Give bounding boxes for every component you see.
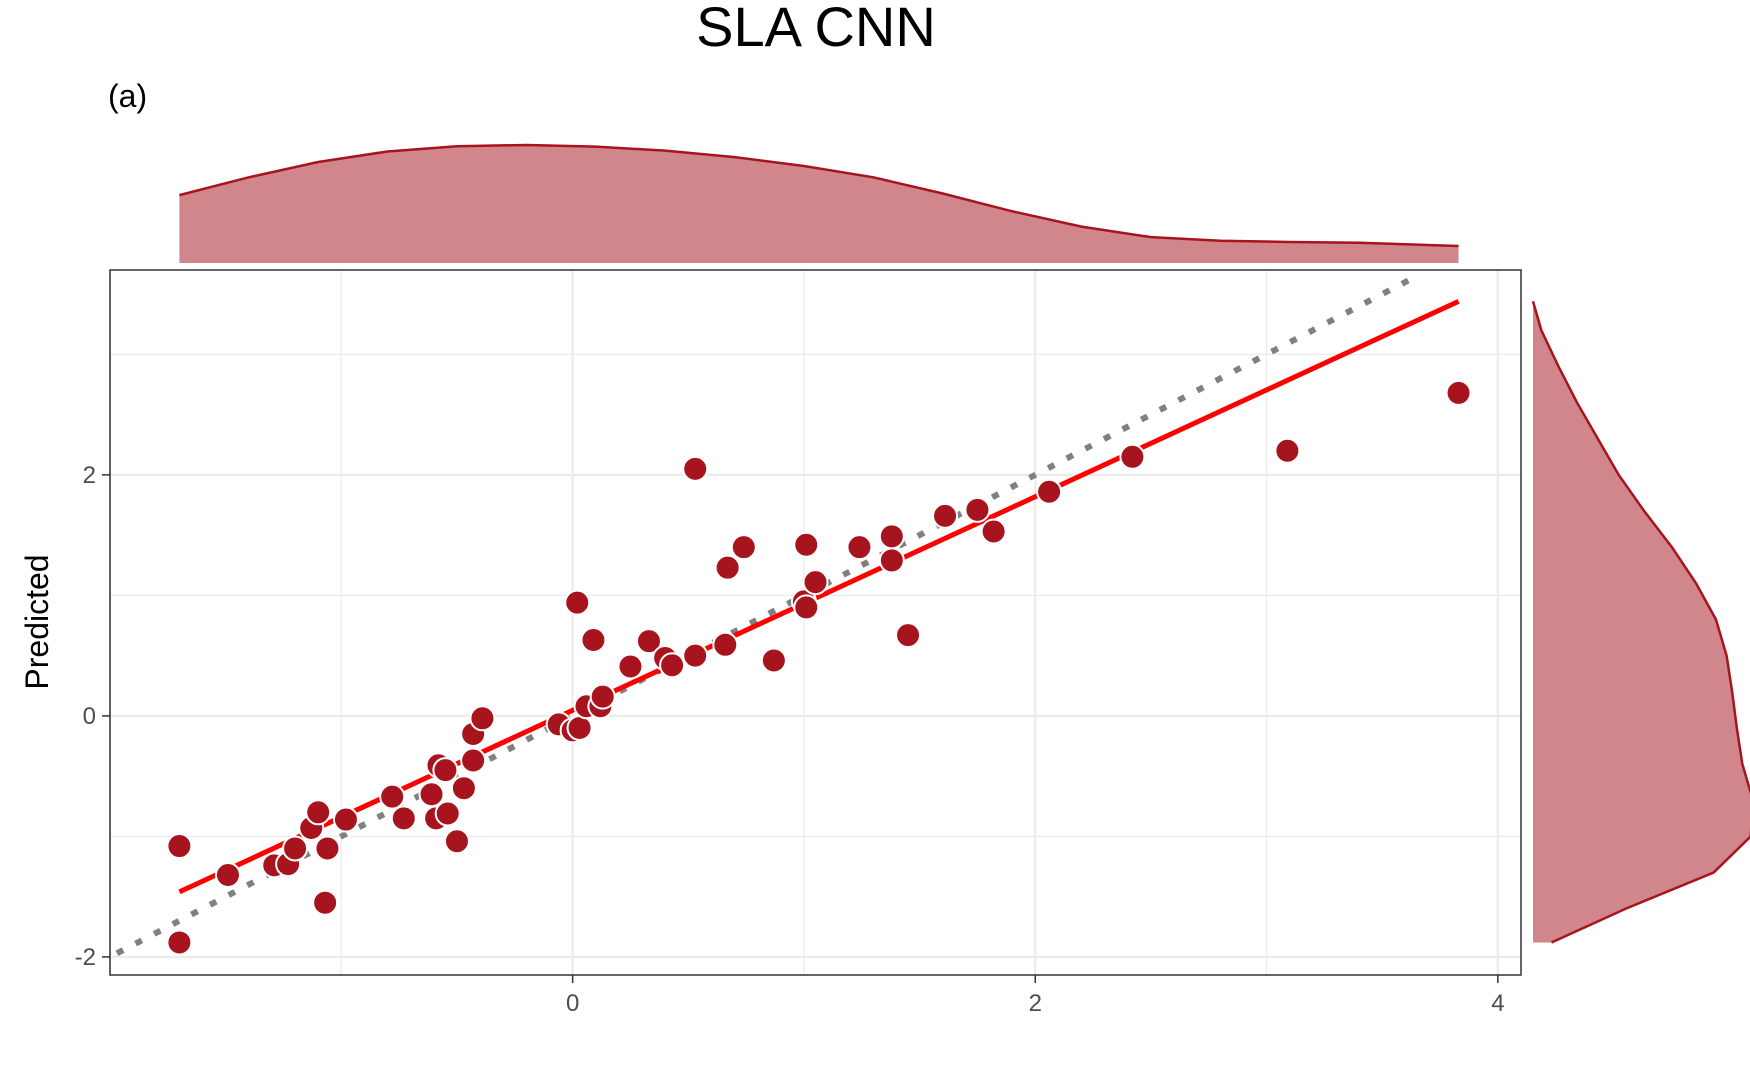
data-point (682, 642, 709, 669)
data-point (964, 496, 991, 523)
data-point (730, 534, 757, 561)
x-tick-label: 0 (566, 990, 579, 1017)
data-point (980, 518, 1007, 545)
density-x-curve (179, 143, 1459, 248)
data-point (802, 569, 829, 596)
data-point (932, 502, 959, 529)
data-point (682, 455, 709, 482)
data-point (166, 929, 193, 956)
data-points (166, 379, 1472, 956)
data-point (793, 531, 820, 558)
data-point (617, 653, 644, 680)
y-tick-label: 0 (83, 703, 96, 730)
y-tick-label: -2 (75, 944, 96, 971)
data-point (418, 781, 445, 808)
y-tick-label: 2 (83, 462, 96, 489)
data-point (432, 757, 459, 784)
marginal-density-y (1531, 300, 1750, 944)
data-point (1445, 379, 1472, 406)
data-point (793, 594, 820, 621)
plot-panel (110, 270, 1521, 975)
data-point (305, 799, 332, 826)
data-point (314, 835, 341, 862)
data-point (564, 589, 591, 616)
data-point (714, 554, 741, 581)
data-point (379, 783, 406, 810)
identity-line-path (115, 272, 1421, 956)
plot-border (109, 269, 1522, 976)
chart-title: SLA CNN (696, 0, 936, 58)
data-point (469, 705, 496, 732)
data-point (214, 861, 241, 888)
density-y-curve (1531, 300, 1750, 944)
data-point (460, 747, 487, 774)
density-y-area (1533, 301, 1750, 943)
data-point (1036, 478, 1063, 505)
data-point (589, 683, 616, 710)
marginal-density-x (179, 143, 1459, 263)
x-tick-label: 4 (1491, 990, 1504, 1017)
density-x-area (179, 145, 1459, 263)
data-point (566, 714, 593, 741)
panel-label: (a) (108, 78, 147, 114)
data-point (580, 626, 607, 653)
data-point (450, 775, 477, 802)
y-axis: -2 0 2 (75, 462, 110, 971)
data-point (760, 647, 787, 674)
data-point (878, 547, 905, 574)
data-point (846, 534, 873, 561)
data-point (390, 805, 417, 832)
data-point (1274, 437, 1301, 464)
identity-line (115, 272, 1421, 956)
data-point (878, 523, 905, 550)
data-point (434, 800, 461, 827)
x-axis: 0 2 4 (566, 975, 1505, 1017)
data-point (659, 652, 686, 679)
data-point (712, 631, 739, 658)
data-point (443, 828, 470, 855)
data-point (635, 628, 662, 655)
y-axis-label: Predicted (19, 554, 55, 689)
data-point (895, 622, 922, 649)
data-point (166, 833, 193, 860)
data-point (282, 835, 309, 862)
x-tick-label: 2 (1029, 990, 1042, 1017)
data-point (332, 806, 359, 833)
data-point (1119, 443, 1146, 470)
data-point (312, 889, 339, 916)
